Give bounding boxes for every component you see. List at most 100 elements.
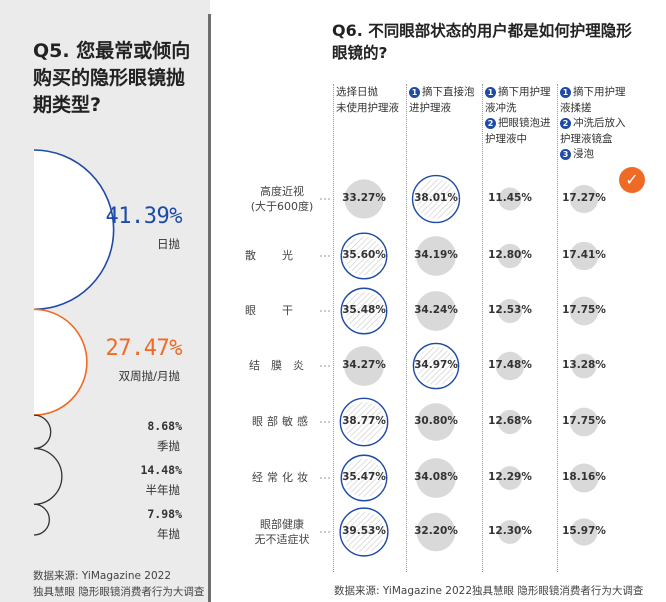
q6-col-header-0-line-1: 未使用护理液 <box>336 101 399 114</box>
q6-bubble <box>416 458 456 498</box>
q6-bubble <box>498 520 522 544</box>
q6-bubble <box>569 241 599 271</box>
q6-col-header-1-line-0: 1 摘下直接泡 <box>409 86 475 100</box>
q6-col-header-3: 1 摘下用护理 液揉搓 2 冲洗后放入 护理液镜盒 3 浸泡 <box>560 86 626 164</box>
q6-row-label-1: 散光 <box>240 248 324 263</box>
q6-col-header-2-line-2: 2 把眼镜泡进 <box>485 117 551 131</box>
step-number-badge: 3 <box>560 149 571 160</box>
q5-value-2: 8.68% <box>147 418 182 433</box>
q6-col-header-3-line-1: 液揉搓 <box>560 101 592 114</box>
q5-ring-3 <box>33 447 63 505</box>
q6-value-3-2: 17.48% <box>488 359 532 371</box>
q6-row-label-main: 结膜炎 <box>249 359 315 372</box>
q6-col-header-3-line-4: 3 浸泡 <box>560 148 626 162</box>
q5-category-3: 半年抛 <box>145 483 181 498</box>
q6-value-4-3: 17.75% <box>562 415 606 427</box>
q6-bubble <box>497 243 523 269</box>
q6-col-line-0 <box>333 84 334 572</box>
step-text: 摘下用护理 <box>573 86 626 98</box>
q5-value-0: 41.39% <box>105 203 183 229</box>
q6-bubble <box>416 291 456 331</box>
q6-title-text: 不同眼部状态的用户都是如何护理隐形眼镜的? <box>332 22 632 62</box>
q6-col-header-3-line-3: 护理液镜盒 <box>560 132 613 145</box>
q6-bubble-highlight <box>416 346 456 386</box>
q6-col-header-2-line-3: 护理液中 <box>485 132 527 145</box>
step-text: 冲洗后放入 <box>573 117 626 129</box>
q6-col-header-1-line-1: 进护理液 <box>409 101 451 114</box>
step-text: 把眼镜泡进 <box>498 117 551 129</box>
q6-title-number: Q6. <box>332 21 363 40</box>
q6-bubble <box>570 518 598 546</box>
q6-value-4-1: 30.80% <box>414 415 458 427</box>
q5-category-2: 季抛 <box>157 438 180 453</box>
q6-row-label-sub: (大于600度) <box>250 200 314 213</box>
q6-row-label-3: 结膜炎 <box>240 358 324 373</box>
q6-row-label-main: 眼部敏感 <box>252 415 312 428</box>
q6-col-header-1: 1 摘下直接泡 进护理液 <box>409 86 475 117</box>
q6-title: Q6. 不同眼部状态的用户都是如何护理隐形眼镜的? <box>332 20 642 64</box>
q6-col-header-3-line-0: 1 摘下用护理 <box>560 86 626 100</box>
q5-category-4: 年抛 <box>157 526 180 541</box>
q6-bubble <box>344 179 384 219</box>
check-icon: ✓ <box>619 167 645 193</box>
q6-value-0-0: 33.27% <box>342 192 386 204</box>
q6-value-3-3: 13.28% <box>562 359 606 371</box>
q6-row-label-5: 经常化妆 <box>240 470 324 485</box>
q6-source: 数据来源: YiMagazine 2022独具慧眼 隐形眼镜消费者行为大调查 <box>334 585 644 597</box>
q6-col-header-2-line-1: 液冲洗 <box>485 101 517 114</box>
q6-bubble-highlight <box>344 458 384 498</box>
q6-bubble-highlight <box>343 401 385 443</box>
q5-ring-4 <box>33 503 50 536</box>
q6-row-label-0: 高度近视 (大于600度) <box>240 184 324 214</box>
step-number-badge: 2 <box>560 118 571 129</box>
q6-value-1-2: 12.80% <box>488 249 532 261</box>
q6-bubble <box>497 409 523 435</box>
q5-ring-1 <box>33 308 88 416</box>
q5-source: 数据来源: YiMagazine 2022 独具慧眼 隐形眼镜消费者行为大调查 <box>33 568 204 600</box>
q6-row-label-main: 经常化妆 <box>252 471 312 484</box>
q6-value-6-0: 39.53% <box>342 525 386 537</box>
q6-bubble <box>498 466 522 490</box>
q6-value-4-0: 38.77% <box>342 415 386 427</box>
q6-row-label-2: 眼干 <box>240 303 324 318</box>
q5-title-number: Q5. <box>33 40 70 62</box>
q6-value-4-2: 12.68% <box>488 415 532 427</box>
step-number-badge: 1 <box>485 87 496 98</box>
q6-value-5-0: 35.47% <box>342 471 386 483</box>
q5-ring-2 <box>33 414 52 450</box>
q6-value-0-2: 11.45% <box>488 192 532 204</box>
q6-value-3-1: 34.97% <box>414 359 458 371</box>
q6-col-line-2 <box>482 84 483 572</box>
q6-bubble <box>417 403 455 441</box>
step-text: 摘下用护理 <box>498 86 551 98</box>
q6-col-header-2-line-0: 1 摘下用护理 <box>485 86 551 100</box>
q6-value-2-3: 17.75% <box>562 304 606 316</box>
panel-divider <box>208 14 211 602</box>
q6-bubble <box>569 407 599 437</box>
q6-value-5-3: 18.16% <box>562 471 606 483</box>
q5-value-1: 27.47% <box>105 336 183 362</box>
q6-value-5-1: 34.08% <box>414 471 458 483</box>
q6-value-1-1: 34.19% <box>414 249 458 261</box>
q6-value-6-1: 32.20% <box>414 525 458 537</box>
q5-pie-chart <box>33 149 115 536</box>
q6-row-label-6: 眼部健康 无不适症状 <box>240 517 324 547</box>
q6-value-2-0: 35.48% <box>342 304 386 316</box>
step-number-badge: 1 <box>560 87 571 98</box>
step-text: 浸泡 <box>573 148 594 160</box>
q6-value-5-2: 12.29% <box>488 471 532 483</box>
q6-row-label-4: 眼部敏感 <box>240 414 324 429</box>
q6-bubble-highlight <box>343 511 385 553</box>
step-number-badge: 1 <box>409 87 420 98</box>
q6-bubble <box>571 353 597 379</box>
q6-col-line-1 <box>406 84 407 572</box>
q6-bubble-highlight <box>344 291 384 331</box>
q5-title-text: 您最常或倾向购买的隐形眼镜抛期类型? <box>33 40 191 116</box>
q5-value-4: 7.98% <box>147 506 182 521</box>
q5-category-0: 日抛 <box>157 236 180 251</box>
q6-bubble <box>495 351 525 381</box>
q6-col-header-0-line-0: 选择日抛 <box>336 86 378 98</box>
q5-title: Q5. 您最常或倾向购买的隐形眼镜抛期类型? <box>33 38 193 119</box>
step-text: 摘下直接泡 <box>422 86 475 98</box>
